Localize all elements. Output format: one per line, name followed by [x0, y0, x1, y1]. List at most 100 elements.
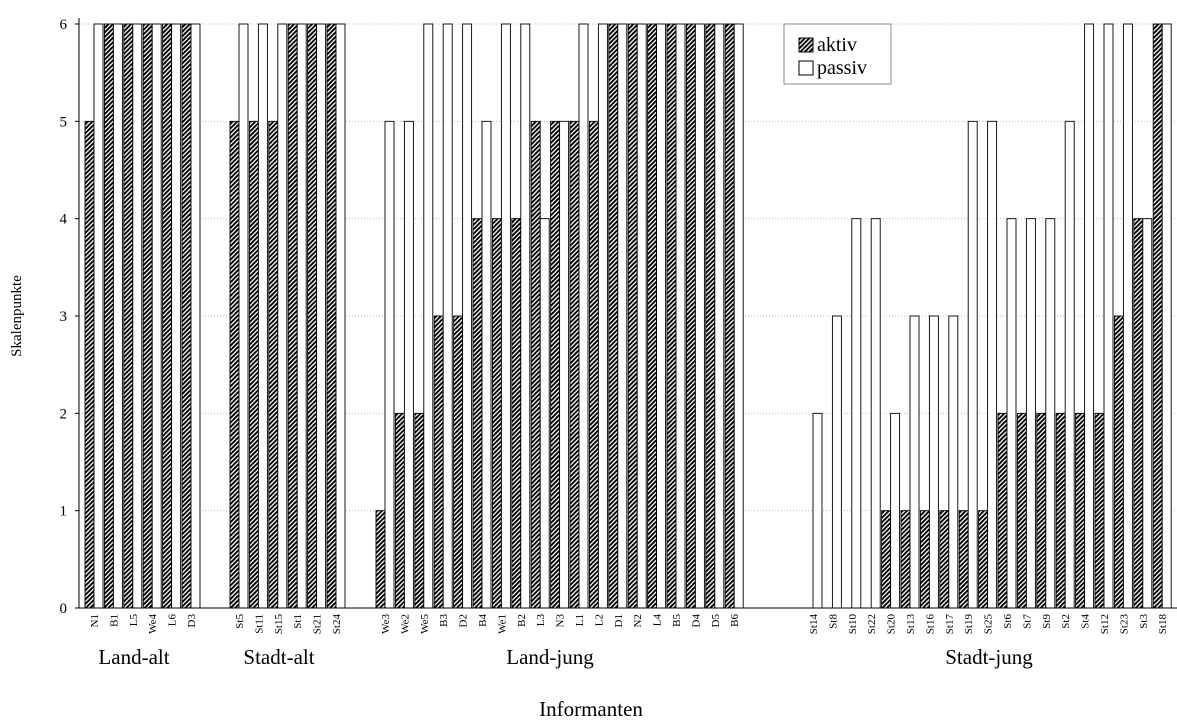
- bar-aktiv: [530, 120, 541, 609]
- category-label: B6: [729, 614, 741, 627]
- y-tick-label: 3: [60, 309, 68, 325]
- bar-passiv: [1161, 23, 1172, 609]
- bar-aktiv: [162, 23, 173, 609]
- group-label: Land-jung: [506, 645, 594, 669]
- bar-passiv: [296, 23, 307, 609]
- bar-passiv: [93, 23, 104, 609]
- bar-aktiv: [287, 23, 298, 609]
- bar-aktiv: [881, 510, 892, 609]
- bar-aktiv: [608, 23, 619, 609]
- bar-passiv: [1045, 218, 1056, 609]
- bar-passiv: [384, 120, 395, 609]
- bar-passiv: [500, 23, 511, 609]
- legend: aktiv passiv: [783, 23, 892, 85]
- category-label: St23: [1118, 614, 1130, 635]
- bar-aktiv: [433, 315, 444, 609]
- category-label: St24: [331, 614, 343, 635]
- category-label: St13: [905, 614, 917, 635]
- bar-aktiv: [550, 120, 561, 609]
- y-tick-label: 0: [60, 601, 68, 617]
- bar-passiv: [481, 120, 492, 609]
- bar-passiv: [617, 23, 628, 609]
- bar-passiv: [967, 120, 978, 609]
- category-label: We5: [419, 614, 431, 634]
- category-label: St12: [1099, 614, 1111, 634]
- category-label: B2: [516, 614, 528, 627]
- bar-aktiv: [181, 23, 192, 609]
- group-labels: Land-alt Stadt-alt Land-jung Stadt-jung: [98, 645, 1033, 669]
- category-label: B1: [108, 614, 120, 627]
- y-tick-label: 2: [60, 406, 68, 422]
- bar-aktiv: [724, 23, 735, 609]
- bar-passiv: [520, 23, 531, 609]
- category-label: N2: [632, 614, 644, 627]
- bar-passiv: [1064, 120, 1075, 609]
- category-label: L5: [128, 614, 140, 627]
- y-tick-label: 4: [60, 212, 68, 228]
- legend-label-aktiv: aktiv: [817, 34, 857, 56]
- bar-passiv: [831, 315, 842, 609]
- legend-swatch-passiv: [798, 60, 814, 76]
- bar-passiv: [948, 315, 959, 609]
- bar-aktiv: [647, 23, 658, 609]
- group-label: Land-alt: [98, 645, 169, 669]
- group-label: Stadt-alt: [243, 645, 314, 669]
- bar-passiv: [171, 23, 182, 609]
- category-label: St22: [866, 614, 878, 634]
- bar-aktiv: [1075, 412, 1086, 609]
- category-label: We1: [496, 614, 508, 634]
- bar-passiv: [277, 23, 288, 609]
- category-label: N1: [89, 614, 101, 627]
- bar-aktiv: [103, 23, 114, 609]
- bar-passiv: [1006, 218, 1017, 609]
- category-label: B3: [438, 614, 450, 627]
- y-axis-title: Skalenpunkte: [9, 275, 25, 357]
- bar-aktiv: [666, 23, 677, 609]
- bar-aktiv: [142, 23, 153, 609]
- x-axis-title: Informanten: [539, 697, 643, 721]
- bars: [84, 23, 1172, 609]
- bar-aktiv: [1113, 315, 1124, 609]
- category-label: St9: [1041, 614, 1053, 629]
- category-label: L6: [167, 614, 179, 627]
- bar-aktiv: [123, 23, 134, 609]
- bar-passiv: [636, 23, 647, 609]
- bar-passiv: [928, 315, 939, 609]
- category-label: D1: [613, 614, 625, 627]
- bar-aktiv: [627, 23, 638, 609]
- category-label: St11: [253, 614, 265, 634]
- bar-aktiv: [307, 23, 318, 609]
- category-label: D4: [690, 614, 702, 628]
- bar-passiv: [714, 23, 725, 609]
- bar-aktiv: [84, 120, 95, 609]
- bar-passiv: [578, 23, 589, 609]
- bar-aktiv: [919, 510, 930, 609]
- bar-aktiv: [511, 218, 522, 609]
- bar-aktiv: [326, 23, 337, 609]
- bar-passiv: [190, 23, 201, 609]
- bar-aktiv: [978, 510, 989, 609]
- category-label: B5: [671, 614, 683, 627]
- bar-passiv: [870, 218, 881, 609]
- category-label: We3: [380, 614, 392, 634]
- bar-aktiv: [453, 315, 464, 609]
- category-label: St3: [1138, 614, 1150, 629]
- category-label: D3: [186, 614, 198, 628]
- category-label: St25: [983, 614, 995, 635]
- y-tick-label: 6: [60, 17, 68, 33]
- bar-aktiv: [685, 23, 696, 609]
- legend-label-passiv: passiv: [817, 57, 867, 79]
- bar-aktiv: [491, 218, 502, 609]
- category-label: D5: [710, 614, 722, 628]
- category-label: L3: [535, 614, 547, 627]
- category-label: St10: [847, 614, 859, 635]
- bar-aktiv: [394, 412, 405, 609]
- bar-passiv: [238, 23, 249, 609]
- bar-passiv: [151, 23, 162, 609]
- category-label: St18: [1157, 614, 1169, 635]
- category-label: N3: [555, 614, 567, 628]
- bar-aktiv: [1133, 218, 1144, 609]
- category-label: St7: [1021, 614, 1033, 629]
- bar-aktiv: [375, 510, 386, 609]
- y-tick-label: 1: [60, 504, 68, 520]
